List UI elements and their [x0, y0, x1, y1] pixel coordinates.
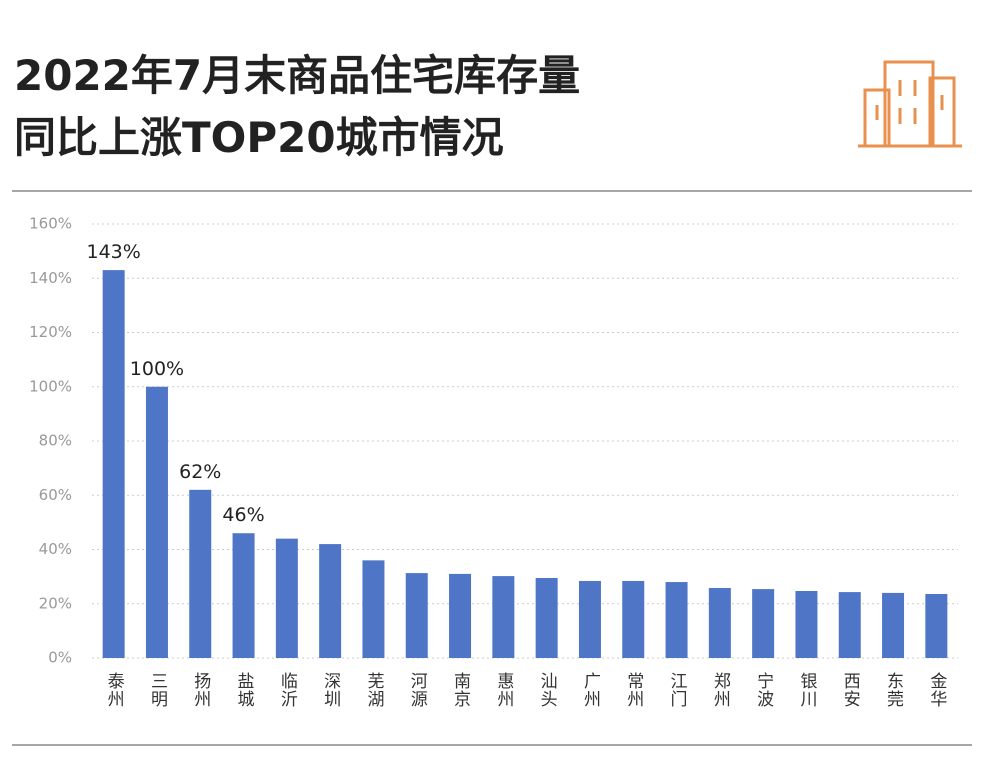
chart-title-line: 同比上涨TOP20城市情况	[14, 113, 504, 162]
x-tick-label: 汕头	[537, 672, 558, 708]
x-tick-label: 江门	[667, 672, 688, 708]
x-tick-label: 芜湖	[363, 672, 384, 708]
bar	[232, 533, 255, 658]
y-tick-label: 20%	[39, 594, 72, 612]
bar	[795, 591, 818, 658]
chart-title-line: 2022年7月末商品住宅库存量	[14, 51, 580, 100]
x-tick-label: 郑州	[710, 672, 731, 708]
bar	[838, 592, 861, 658]
x-tick-label: 常州	[623, 672, 644, 708]
bar	[275, 538, 298, 658]
y-tick-label: 80%	[39, 432, 72, 450]
x-tick-label: 广州	[580, 672, 601, 708]
bar	[665, 582, 688, 658]
y-tick-label: 0%	[48, 649, 72, 667]
building-icon	[858, 60, 962, 148]
bar	[492, 576, 515, 658]
bar	[708, 588, 731, 658]
x-tick-label: 扬州	[190, 672, 211, 708]
x-tick-label: 西安	[840, 672, 860, 708]
bar	[405, 573, 428, 658]
bar	[449, 573, 472, 658]
x-tick-label: 东莞	[883, 672, 904, 708]
bar	[622, 580, 645, 658]
bar	[145, 386, 168, 658]
bar	[319, 544, 342, 658]
value-label: 143%	[86, 241, 140, 263]
value-label: 46%	[222, 504, 264, 526]
bar	[102, 270, 125, 658]
x-tick-label: 河源	[407, 672, 428, 708]
x-tick-label: 泰州	[104, 672, 125, 708]
y-tick-label: 100%	[29, 377, 72, 395]
y-tick-label: 40%	[39, 540, 72, 558]
bar	[925, 593, 948, 658]
bar	[882, 592, 905, 658]
y-tick-label: 120%	[29, 323, 72, 341]
bar	[362, 560, 385, 658]
x-tick-label: 南京	[450, 672, 471, 708]
x-tick-label: 盐城	[234, 672, 255, 708]
x-tick-label: 宁波	[753, 672, 774, 708]
x-tick-label: 金华	[926, 672, 947, 708]
x-tick-label: 临沂	[277, 672, 298, 708]
bar	[578, 580, 601, 658]
bar	[535, 577, 558, 658]
x-tick-label: 惠州	[493, 672, 513, 708]
x-tick-label: 三明	[147, 672, 167, 708]
value-label: 62%	[179, 461, 221, 483]
bar	[189, 489, 212, 658]
bar	[752, 589, 775, 658]
x-tick-label: 深圳	[320, 672, 341, 708]
y-tick-label: 140%	[29, 269, 72, 287]
x-tick-label: 银川	[796, 672, 817, 708]
value-label: 100%	[130, 358, 184, 380]
y-tick-label: 160%	[29, 215, 72, 233]
y-tick-label: 60%	[39, 486, 72, 504]
